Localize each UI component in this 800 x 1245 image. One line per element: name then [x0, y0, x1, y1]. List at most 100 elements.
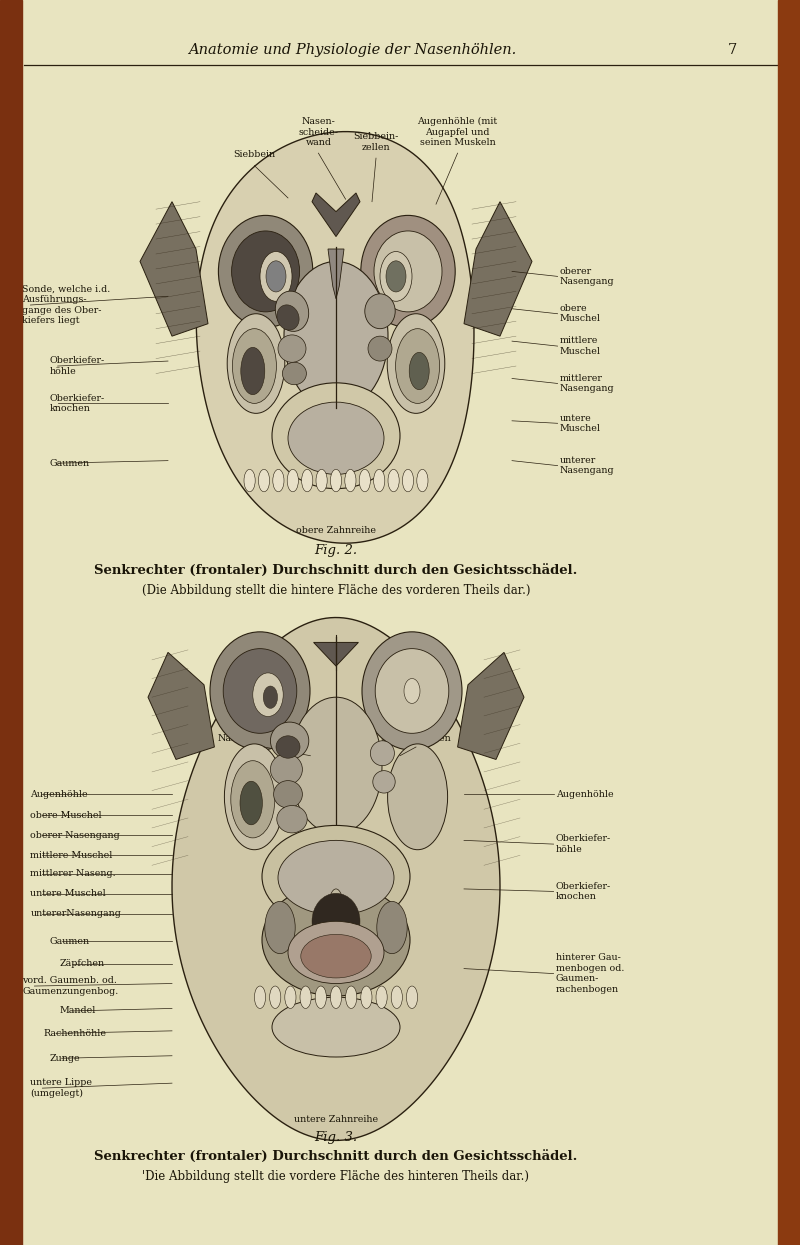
Ellipse shape	[329, 889, 343, 924]
Text: Anatomie und Physiologie der Nasenhöhlen.: Anatomie und Physiologie der Nasenhöhlen…	[188, 42, 516, 57]
Ellipse shape	[275, 291, 309, 331]
Ellipse shape	[345, 469, 356, 492]
Polygon shape	[314, 642, 358, 666]
Ellipse shape	[224, 743, 285, 849]
Ellipse shape	[290, 697, 382, 834]
Ellipse shape	[361, 215, 455, 327]
Polygon shape	[196, 132, 474, 543]
Ellipse shape	[270, 722, 309, 759]
Bar	[778, 0, 800, 1245]
Ellipse shape	[388, 469, 399, 492]
Ellipse shape	[288, 921, 384, 984]
Ellipse shape	[233, 329, 277, 403]
Ellipse shape	[402, 469, 414, 492]
Ellipse shape	[241, 347, 265, 395]
Ellipse shape	[346, 986, 357, 1008]
Ellipse shape	[302, 469, 313, 492]
Text: mittlerer Naseng.: mittlerer Naseng.	[30, 869, 116, 879]
Text: Augenhöhle: Augenhöhle	[556, 789, 614, 799]
Text: Oberkiefer-
höhle: Oberkiefer- höhle	[50, 356, 105, 376]
Text: Oberkiefer-
knochen: Oberkiefer- knochen	[556, 881, 611, 901]
Ellipse shape	[361, 986, 372, 1008]
Ellipse shape	[288, 402, 384, 474]
Ellipse shape	[391, 986, 402, 1008]
Text: Zäpfchen: Zäpfchen	[60, 959, 105, 969]
Text: Senkrechter (frontaler) Durchschnitt durch den Gesichtsschädel.: Senkrechter (frontaler) Durchschnitt dur…	[94, 564, 578, 576]
Ellipse shape	[270, 986, 281, 1008]
Text: Gaumen: Gaumen	[50, 458, 90, 468]
Ellipse shape	[253, 672, 283, 717]
Text: Zunge: Zunge	[50, 1053, 80, 1063]
Text: vord. Gaumenb. od.
Gaumenzungenbog.: vord. Gaumenb. od. Gaumenzungenbog.	[22, 976, 118, 996]
Ellipse shape	[223, 649, 297, 733]
Ellipse shape	[330, 469, 342, 492]
Ellipse shape	[254, 986, 266, 1008]
Text: untere Muschel: untere Muschel	[30, 889, 106, 899]
Polygon shape	[458, 652, 524, 759]
Ellipse shape	[362, 631, 462, 749]
Text: mittlerer
Nasengang: mittlerer Nasengang	[560, 374, 614, 393]
Ellipse shape	[373, 771, 395, 793]
Ellipse shape	[260, 251, 292, 301]
Ellipse shape	[285, 986, 296, 1008]
Text: Fig. 3.: Fig. 3.	[314, 1132, 358, 1144]
Text: Oberkiefer-
knochen: Oberkiefer- knochen	[50, 393, 105, 413]
Ellipse shape	[316, 469, 327, 492]
Ellipse shape	[359, 469, 370, 492]
Text: Siebbein-
zellen: Siebbein- zellen	[354, 132, 398, 152]
Ellipse shape	[210, 631, 310, 749]
Ellipse shape	[232, 232, 300, 311]
Ellipse shape	[377, 901, 407, 954]
Polygon shape	[328, 249, 344, 299]
Ellipse shape	[315, 986, 326, 1008]
Ellipse shape	[265, 901, 295, 954]
Ellipse shape	[374, 469, 385, 492]
Text: Mandel: Mandel	[60, 1006, 96, 1016]
Ellipse shape	[374, 232, 442, 311]
Text: oberer
Nasengang: oberer Nasengang	[560, 266, 614, 286]
Text: Gaumen: Gaumen	[50, 936, 90, 946]
Polygon shape	[148, 652, 214, 759]
Polygon shape	[172, 618, 500, 1140]
Ellipse shape	[380, 251, 412, 301]
Text: Senkrechter (frontaler) Durchschnitt durch den Gesichtsschädel.: Senkrechter (frontaler) Durchschnitt dur…	[94, 1150, 578, 1163]
Ellipse shape	[387, 314, 445, 413]
Ellipse shape	[301, 934, 371, 979]
Ellipse shape	[274, 781, 302, 808]
Ellipse shape	[258, 469, 270, 492]
Ellipse shape	[410, 352, 430, 390]
Ellipse shape	[406, 986, 418, 1008]
Text: Siebbein: Siebbein	[234, 151, 275, 159]
Text: Oberkiefer-
höhle: Oberkiefer- höhle	[556, 834, 611, 854]
Polygon shape	[464, 202, 532, 336]
Ellipse shape	[277, 305, 299, 330]
Text: obere
Muschel: obere Muschel	[560, 304, 601, 324]
Ellipse shape	[276, 736, 300, 758]
Text: Fig. 2.: Fig. 2.	[314, 544, 358, 557]
Ellipse shape	[231, 761, 275, 838]
Text: mittlere
Muschel: mittlere Muschel	[560, 336, 601, 356]
Text: 'Die Abbildung stellt die vordere Fläche des hinteren Theils dar.): 'Die Abbildung stellt die vordere Fläche…	[142, 1170, 530, 1183]
Ellipse shape	[300, 986, 311, 1008]
Polygon shape	[140, 202, 208, 336]
Ellipse shape	[330, 986, 342, 1008]
Text: hinterer Gau-
menbogen od.
Gaumen-
rachenbogen: hinterer Gau- menbogen od. Gaumen- rache…	[556, 954, 624, 994]
Polygon shape	[312, 193, 360, 237]
Text: untere
Muschel: untere Muschel	[560, 413, 601, 433]
Ellipse shape	[273, 469, 284, 492]
Text: Nasen-
scheide-
wand: Nasen- scheide- wand	[298, 117, 338, 147]
Text: Rachenhöhle: Rachenhöhle	[44, 1028, 107, 1038]
Ellipse shape	[272, 383, 400, 488]
Ellipse shape	[284, 261, 388, 411]
Text: mittlere Muschel: mittlere Muschel	[30, 850, 113, 860]
Text: Siebbeinzellen: Siebbeinzellen	[381, 735, 451, 743]
Text: untere Lippe
(umgelegt): untere Lippe (umgelegt)	[30, 1078, 93, 1098]
Ellipse shape	[376, 986, 387, 1008]
Ellipse shape	[386, 260, 406, 291]
Ellipse shape	[277, 806, 307, 833]
Ellipse shape	[218, 215, 313, 327]
Text: obere Muschel: obere Muschel	[30, 810, 102, 820]
Text: untere Zahnreihe: untere Zahnreihe	[294, 1114, 378, 1124]
Text: Augenhöhle: Augenhöhle	[30, 789, 88, 799]
Ellipse shape	[388, 743, 448, 849]
